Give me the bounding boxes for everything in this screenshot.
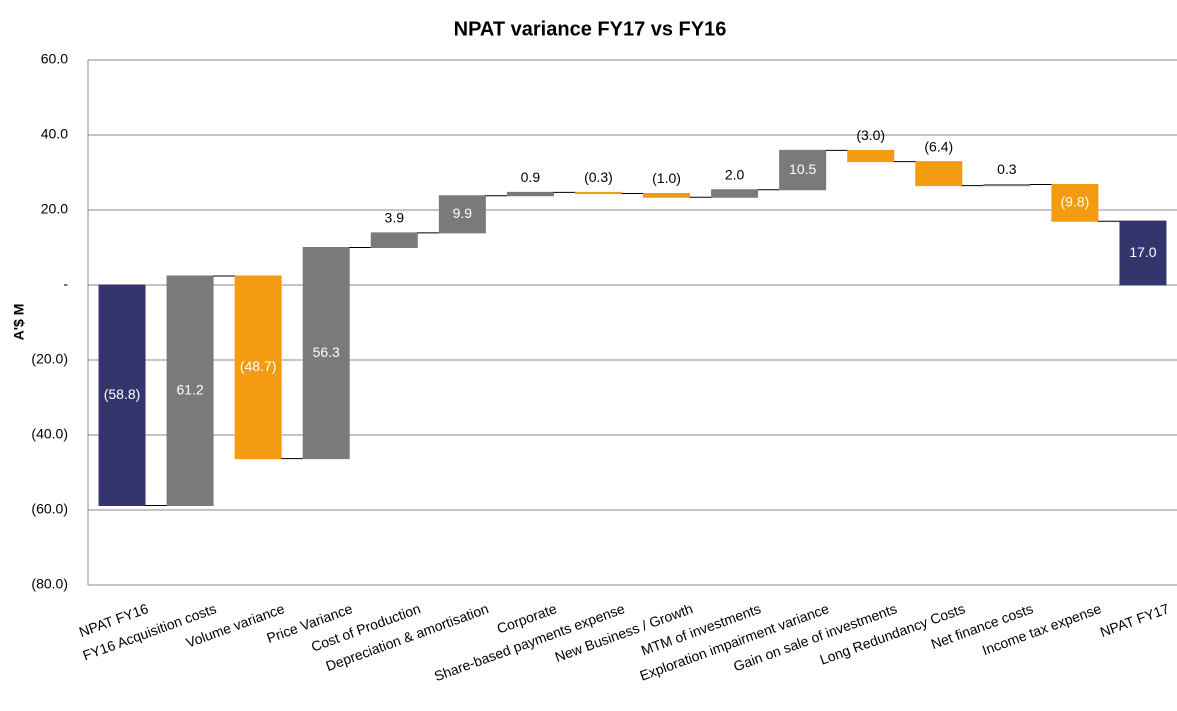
bar [983,184,1031,187]
value-label: (58.8) [104,386,141,402]
value-label: (9.8) [1061,194,1090,210]
y-tick-label: (40.0) [31,426,68,442]
y-tick-label: (80.0) [31,576,68,592]
bar [574,191,622,194]
bar [1051,184,1099,222]
value-label: (3.0) [856,127,885,143]
value-label: 2.0 [725,166,745,182]
x-tick-label: Income tax expense [980,600,1103,658]
y-tick-label: 60.0 [41,51,68,67]
y-axis-title: A'$ M [11,304,27,341]
value-label: 17.0 [1129,244,1156,260]
bar [779,149,827,191]
value-label: (6.4) [924,138,953,154]
y-tick-label: - [63,276,68,292]
value-label: 0.3 [997,161,1017,177]
value-label: (48.7) [240,358,277,374]
y-tick-label: (20.0) [31,351,68,367]
bar [915,161,963,187]
bar [234,275,282,460]
bar [1119,220,1167,286]
bar [166,275,214,506]
value-label: (1.0) [652,170,681,186]
chart-title: NPAT variance FY17 vs FY16 [454,18,727,40]
bar [506,191,554,197]
bar [98,284,146,506]
y-tick-label: (60.0) [31,501,68,517]
bar [370,232,418,248]
bar [643,193,691,198]
y-tick-label: 40.0 [41,126,68,142]
value-label: 56.3 [313,344,340,360]
bar [302,247,350,460]
bar [847,149,895,163]
bar [711,189,759,198]
value-label: 10.5 [789,161,816,177]
value-label: 3.9 [385,210,405,226]
y-tick-label: 20.0 [41,201,68,217]
value-label: 0.9 [521,169,541,185]
value-label: 61.2 [176,381,203,397]
x-tick-label: NPAT FY17 [1098,600,1172,640]
value-label: (0.3) [584,169,613,185]
value-label: 9.9 [453,205,473,221]
bar [438,195,486,234]
